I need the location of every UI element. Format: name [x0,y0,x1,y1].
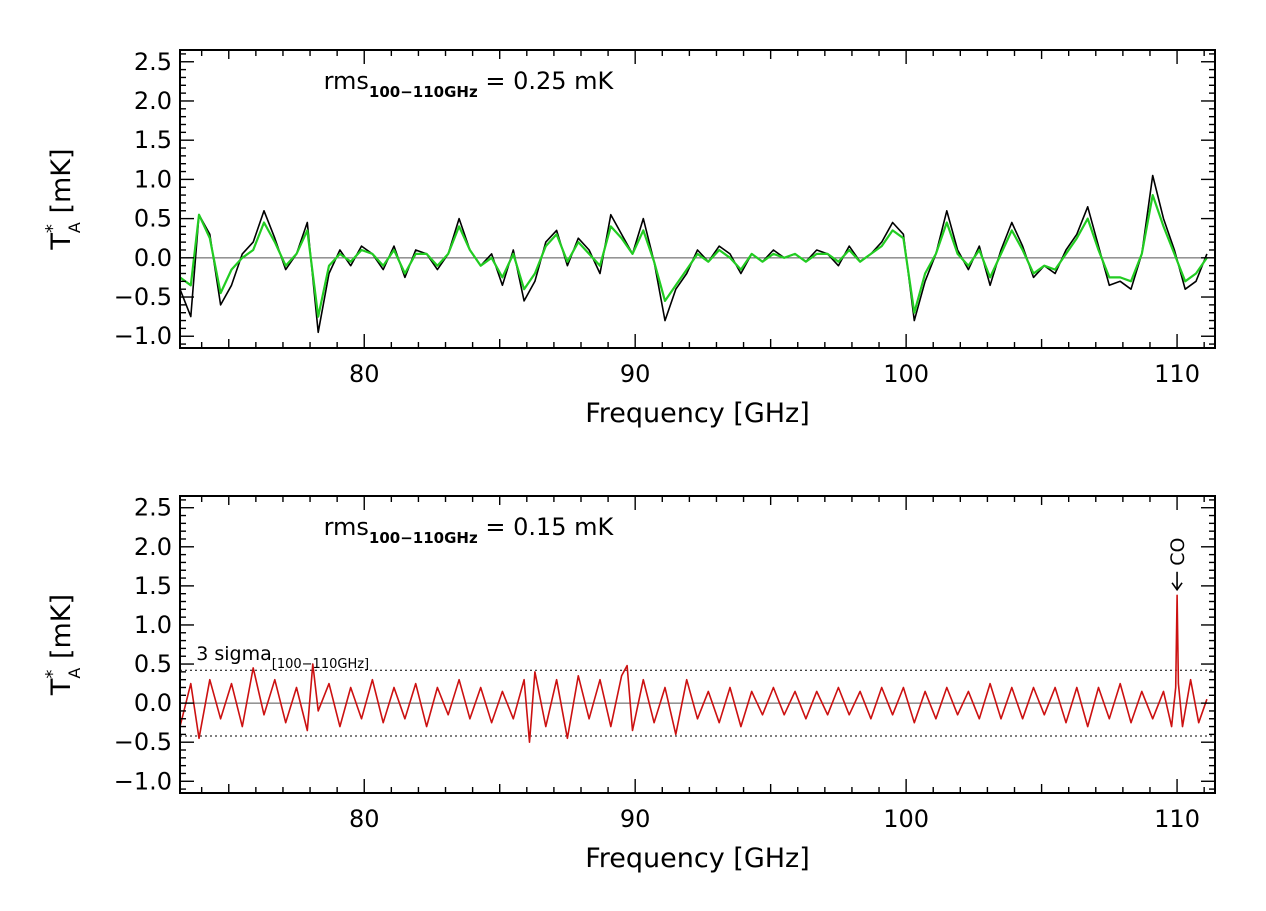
y-tick-label: 2.0 [134,533,172,561]
axes-frame [179,49,1216,349]
y-tick-label: 0.5 [134,650,172,678]
y-tick-label: 2.5 [134,494,172,522]
x-tick-label: 90 [620,805,651,833]
y-tick-label: 1.5 [134,572,172,600]
y-tick-label: −0.5 [114,728,172,756]
y-tick-label: 0.5 [134,205,172,233]
plot-area [180,174,1208,334]
series-line-smooth [180,194,1208,318]
x-tick-label: 100 [883,805,929,833]
sigma-label: 3 sigma[100−110GHz] [196,643,369,672]
top-panel: 80 90 100 110 2.5 2.0 1.5 1.0 0.5 0.0 −0.5 −1.0 Freq… [42,48,1216,429]
y-tick-label: 1.0 [134,611,172,639]
x-tick-label: 110 [1154,360,1200,388]
x-tick-label: 110 [1154,805,1200,833]
y-tick-label: 1.5 [134,126,172,154]
y-tick-label: 0.0 [134,689,172,717]
x-axis-label: Frequency [GHz] [585,398,810,429]
series-line-residual [180,594,1208,744]
x-axis-label: Frequency [GHz] [585,843,810,874]
y-tick-label: 0.0 [134,244,172,272]
rms-annotation: rms100−110GHz = 0.15 mK [324,513,615,547]
x-tick-label: 80 [349,360,380,388]
y-axis-label: T* A [mK] [42,594,84,696]
x-tick-label: 80 [349,805,380,833]
x-tick-label: 90 [620,360,651,388]
rms-annotation: rms100−110GHz = 0.25 mK [324,67,615,101]
co-label: CO [1167,538,1189,566]
y-tick-label: 2.0 [134,87,172,115]
axes-frame [179,495,1216,794]
y-tick-label: 1.0 [134,165,172,193]
y-axis-label: T* A [mK] [42,148,84,250]
co-arrow-head [1171,582,1183,592]
y-tick-label: 2.5 [134,48,172,76]
y-tick-label: −1.0 [114,322,172,350]
y-tick-label: −0.5 [114,283,172,311]
x-tick-label: 100 [883,360,929,388]
bottom-panel: 80 90 100 110 2.5 2.0 1.5 1.0 0.5 0.0 −0.5 −1.0 Freq… [42,494,1216,874]
series-line-raw [180,174,1208,334]
plot-area [180,594,1208,744]
y-tick-label: −1.0 [114,767,172,795]
